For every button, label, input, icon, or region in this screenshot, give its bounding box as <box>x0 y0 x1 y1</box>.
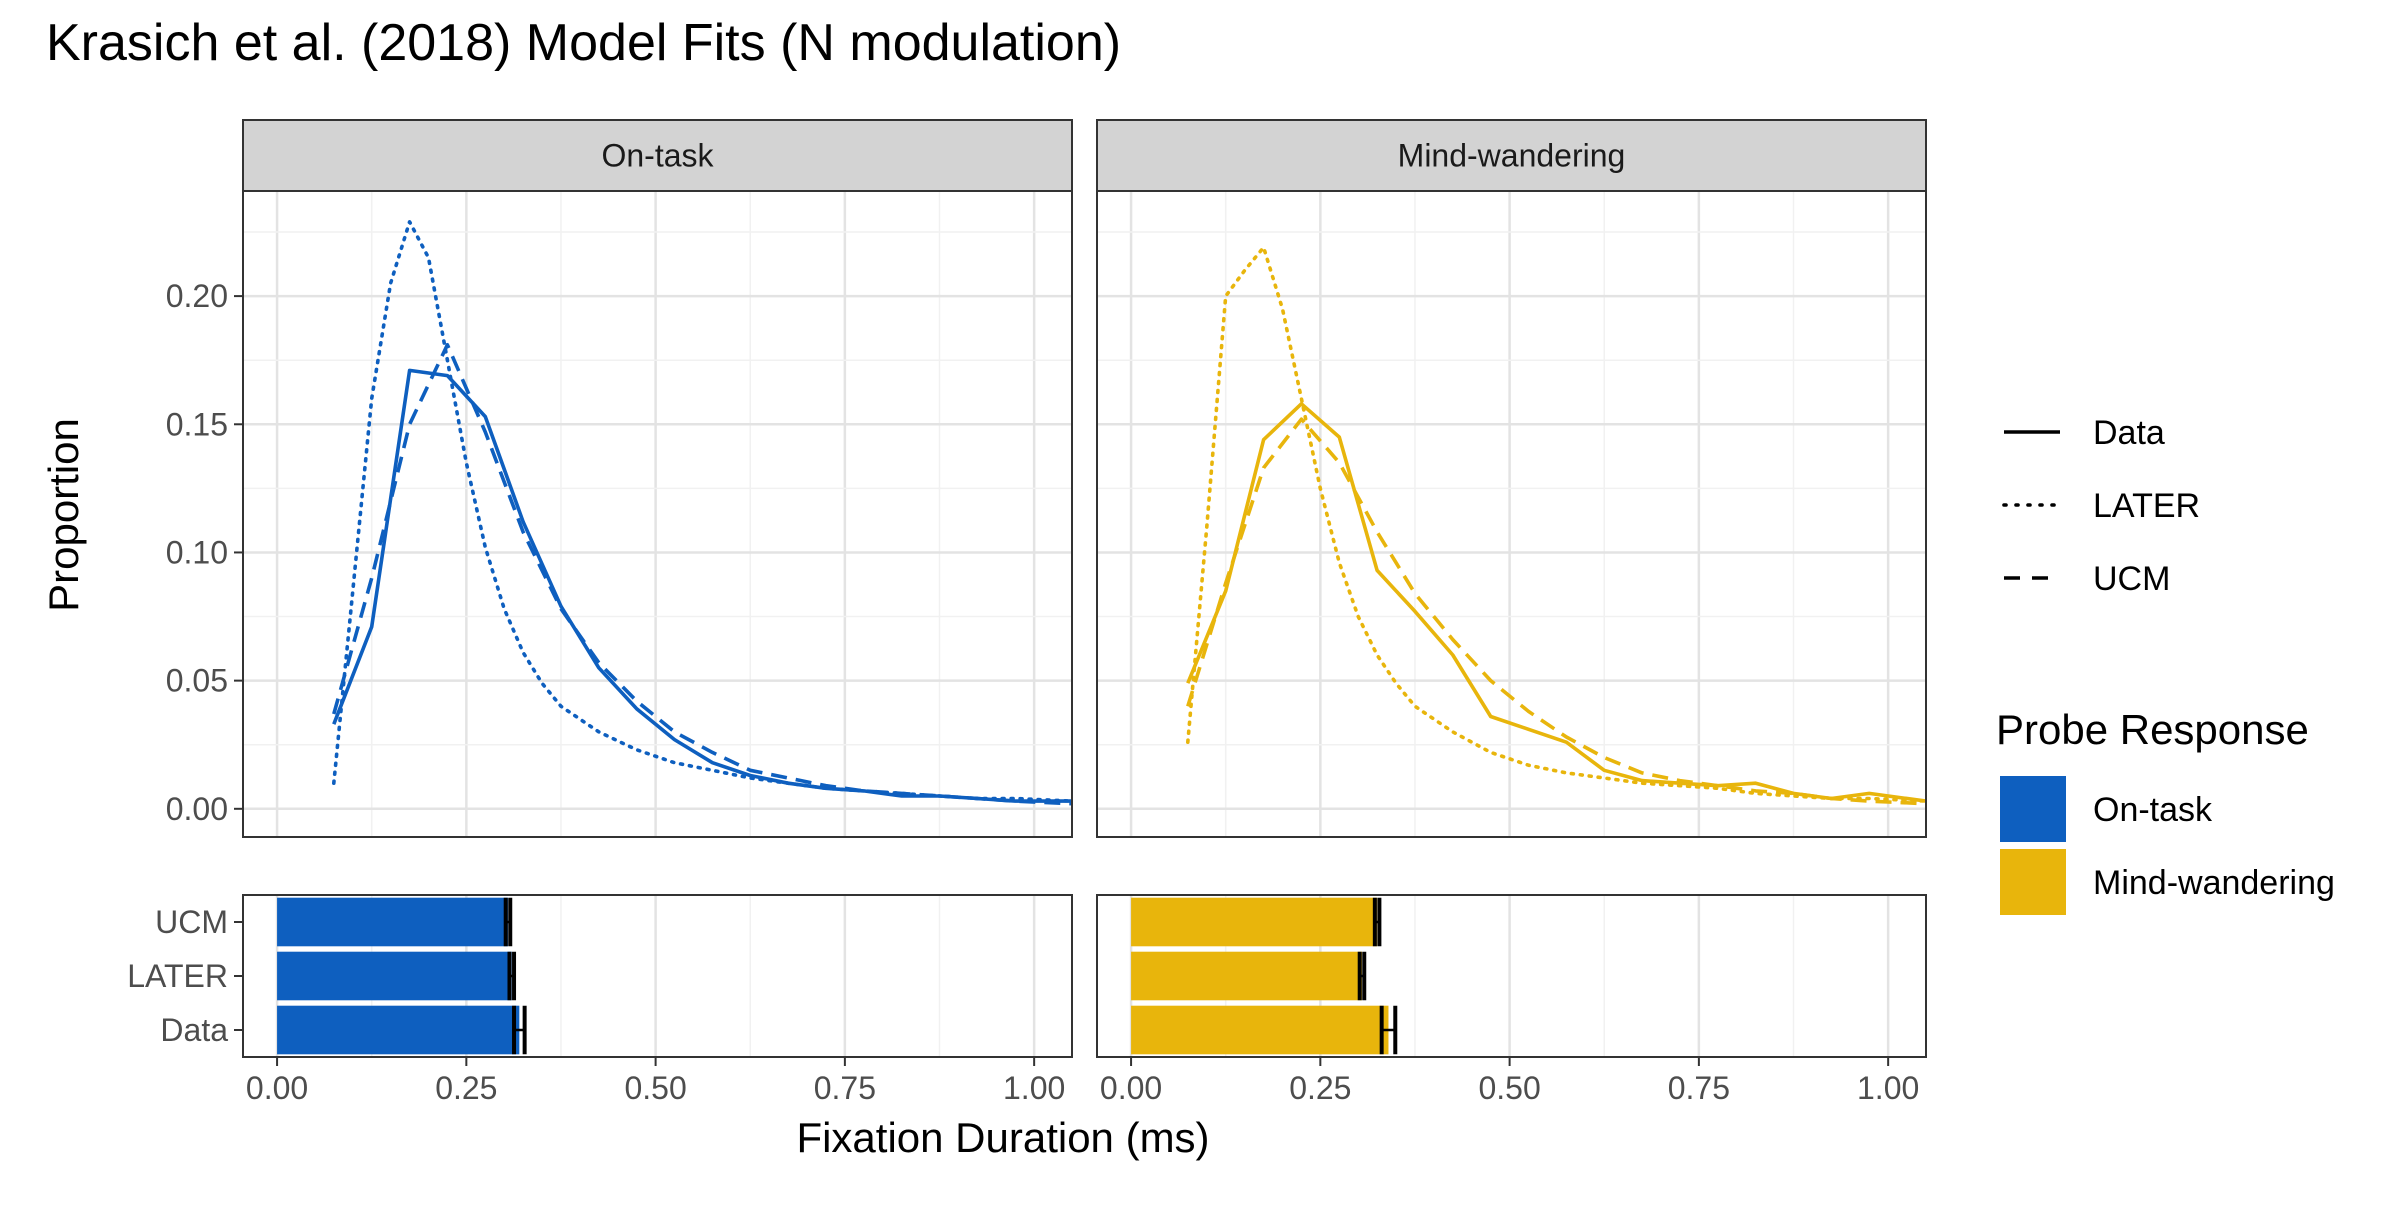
y-axis-title: Proportion <box>40 418 87 612</box>
x-tick-label: 1.00 <box>1857 1070 1919 1106</box>
bar-ucm <box>277 897 508 947</box>
x-tick-label: 0.75 <box>814 1070 876 1106</box>
facet-panel-1: Mind-wandering 0.00 0.25 0.50 0.75 1.00 <box>1096 119 1927 1106</box>
x-tick-label: 0.75 <box>1668 1070 1730 1106</box>
series-line-ucm <box>332 343 1072 806</box>
legend-label: UCM <box>2093 560 2170 598</box>
bar-ucm <box>1131 897 1378 947</box>
x-tick-label: 0.00 <box>246 1070 308 1106</box>
facet-strip-background <box>242 119 1073 192</box>
facet-panel-0: On-task 0.00 0.25 0.50 0.75 1.00 0.00 0.05 0.10 0… <box>127 119 1073 1106</box>
bar-category-label: LATER <box>127 958 228 994</box>
y-tick-label: 0.10 <box>166 534 228 570</box>
bar-data <box>277 1005 520 1055</box>
bar-later <box>1131 951 1362 1001</box>
chart-title: Krasich et al. (2018) Model Fits (N modu… <box>46 14 1121 72</box>
x-tick-label: 0.25 <box>1289 1070 1351 1106</box>
bar-panel-border <box>1096 894 1927 1058</box>
x-tick-label: 0.00 <box>1100 1070 1162 1106</box>
y-tick-label: 0.05 <box>166 663 228 699</box>
x-tick-label: 0.50 <box>624 1070 686 1106</box>
line-panel-border <box>242 190 1073 838</box>
legend-swatch <box>2000 776 2066 842</box>
line-panel-border <box>1096 190 1927 838</box>
facet-strip-label: On-task <box>601 138 714 174</box>
legend-fill-title: Probe Response <box>1996 706 2309 753</box>
y-tick-label: 0.20 <box>166 278 228 314</box>
legend-label: On-task <box>2093 791 2213 829</box>
series-group <box>332 220 1072 806</box>
series-group <box>1186 245 1926 806</box>
legend: Data LATER UCM Probe Response On-task Mind-wa… <box>1996 414 2335 915</box>
y-tick-label: 0.00 <box>166 791 228 827</box>
series-line-ucm <box>1186 417 1926 806</box>
facet-strip-background <box>1096 119 1927 192</box>
legend-label: Data <box>2093 414 2165 452</box>
legend-swatch <box>2000 849 2066 915</box>
x-axis-title: Fixation Duration (ms) <box>796 1114 1209 1161</box>
series-line-later <box>1186 245 1926 803</box>
x-tick-label: 1.00 <box>1003 1070 1065 1106</box>
legend-label: LATER <box>2093 487 2200 525</box>
x-tick-label: 0.25 <box>435 1070 497 1106</box>
line-panel-background <box>1097 191 1926 837</box>
y-tick-label: 0.15 <box>166 406 228 442</box>
bar-later <box>277 951 512 1001</box>
line-panel-background <box>243 191 1072 837</box>
bar-category-label: UCM <box>155 904 228 940</box>
bar-category-label: Data <box>160 1012 228 1048</box>
bar-data <box>1131 1005 1389 1055</box>
x-tick-label: 0.50 <box>1478 1070 1540 1106</box>
legend-label: Mind-wandering <box>2093 864 2335 902</box>
facet-strip-label: Mind-wandering <box>1398 138 1626 174</box>
